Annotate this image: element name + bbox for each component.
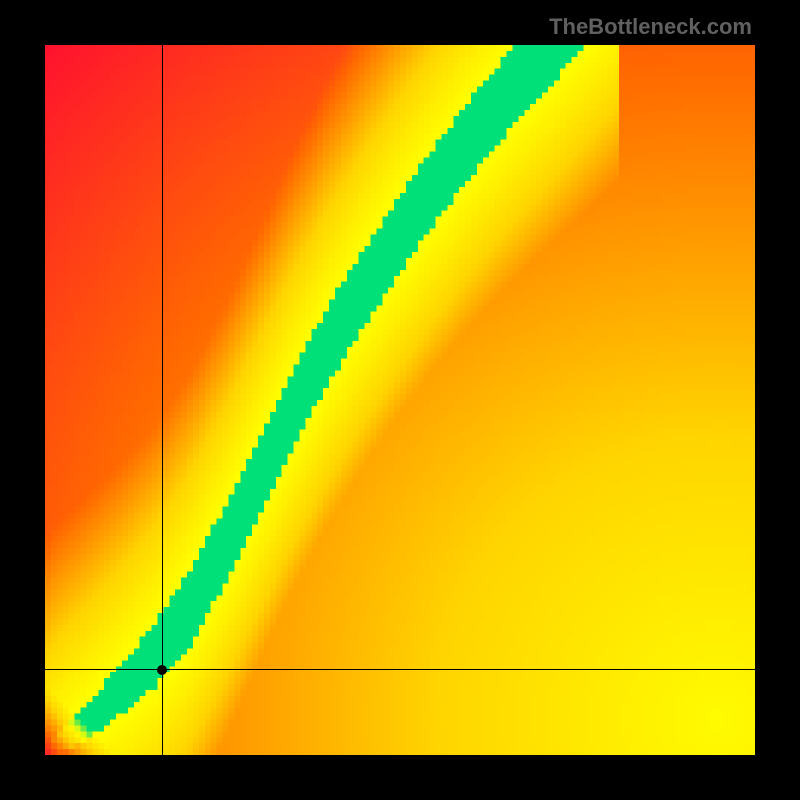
crosshair-horizontal <box>45 669 755 670</box>
crosshair-vertical <box>162 45 163 755</box>
bottleneck-heatmap <box>45 45 755 755</box>
watermark-text: TheBottleneck.com <box>549 14 752 40</box>
data-point-marker <box>157 665 167 675</box>
